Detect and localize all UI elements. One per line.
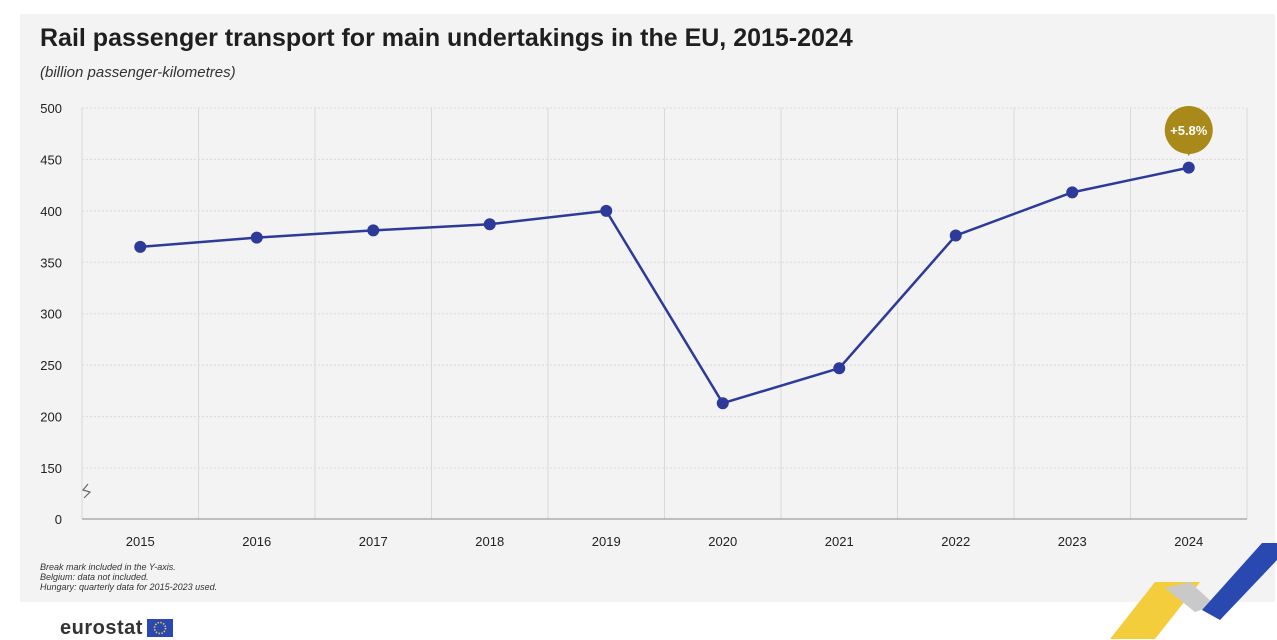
x-tick-label: 2016	[242, 534, 271, 549]
y-tick-label: 200	[40, 410, 62, 425]
annotation-bubble	[1164, 106, 1213, 154]
chart-subtitle: (billion passenger-kilometres)	[40, 64, 236, 81]
y-tick-label: 350	[40, 255, 62, 270]
eu-flag-icon	[146, 619, 173, 637]
data-point	[367, 224, 380, 237]
grid	[81, 107, 1248, 519]
chart-title: Rail passenger transport for main undert…	[40, 24, 853, 52]
annotation: +5.8%	[1164, 106, 1213, 156]
x-tick-label: 2015	[126, 534, 155, 549]
x-tick-label: 2018	[475, 534, 504, 549]
eurostat-logo: eurostat	[60, 617, 173, 639]
y-axis: 0 150 200 250 300 350 400 450 500	[40, 101, 1247, 527]
y-tick-label: 400	[40, 204, 62, 219]
footnote: Belgium: data not included.	[40, 572, 149, 582]
annotation-label: +5.8%	[1170, 123, 1208, 138]
series-line	[134, 161, 1195, 410]
data-point	[134, 240, 147, 253]
data-point	[833, 362, 846, 375]
data-point	[716, 397, 729, 410]
data-point	[250, 231, 263, 244]
y-tick-label: 150	[40, 461, 62, 476]
y-tick-label: 500	[40, 101, 62, 116]
x-tick-label: 2020	[708, 534, 737, 549]
x-tick-label: 2022	[941, 534, 970, 549]
x-tick-label: 2023	[1058, 534, 1087, 549]
x-tick-label: 2021	[825, 534, 854, 549]
footnote: Break mark included in the Y-axis.	[40, 562, 176, 572]
logo-text: eurostat	[60, 616, 143, 639]
x-axis: 2015 2016 2017 2018 2019 2020 2021 2022 2023 2024	[126, 534, 1203, 549]
data-point	[483, 218, 496, 231]
data-point	[1066, 186, 1079, 199]
axis-break-mark	[81, 483, 92, 499]
decorative-stripes	[1110, 543, 1277, 639]
x-tick-label: 2017	[359, 534, 388, 549]
data-line	[140, 166, 1190, 405]
y-tick-label: 250	[40, 358, 62, 373]
x-tick-label: 2024	[1174, 534, 1203, 549]
footnote: Hungary: quarterly data for 2015-2023 us…	[40, 582, 218, 592]
y-tick-label: 450	[40, 152, 62, 167]
x-tick-label: 2019	[592, 534, 621, 549]
chart-panel	[20, 14, 1275, 602]
data-point	[600, 204, 613, 217]
y-tick-label: 300	[40, 307, 62, 322]
data-point	[949, 229, 962, 242]
y-tick-label: 0	[55, 512, 62, 527]
footnotes: Break mark included in the Y-axis. Belgi…	[40, 562, 217, 592]
data-point	[1182, 161, 1195, 174]
